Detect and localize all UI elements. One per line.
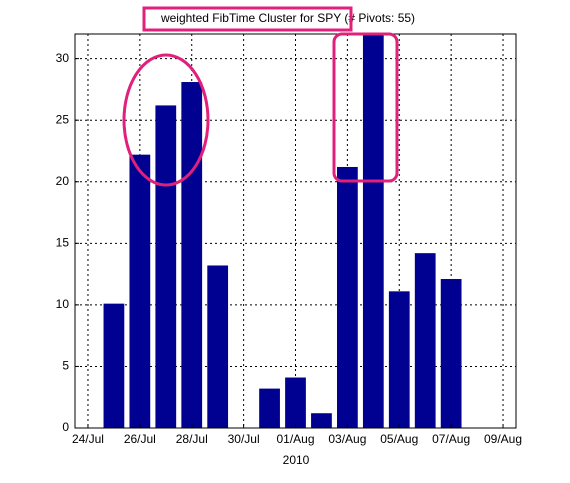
bar (259, 388, 280, 428)
bar (207, 265, 229, 428)
highlight-ellipse (122, 53, 210, 187)
x-tick-label: 07/Aug (432, 432, 470, 446)
x-tick-label: 24/Jul (72, 432, 104, 446)
y-tick-label: 20 (56, 174, 70, 188)
bar (362, 34, 384, 428)
x-tick-label: 01/Aug (276, 432, 314, 446)
x-tick-label: 28/Jul (176, 432, 208, 446)
highlight-box (142, 6, 353, 32)
y-tick-label: 25 (56, 112, 70, 126)
chart-title: weighted FibTime Cluster for SPY (# Pivo… (160, 11, 415, 25)
x-tick-label: 09/Aug (484, 432, 522, 446)
bar (181, 82, 203, 429)
y-tick-label: 5 (62, 359, 69, 373)
bar (129, 154, 151, 428)
x-tick-label: 05/Aug (380, 432, 418, 446)
x-tick-label: 30/Jul (228, 432, 260, 446)
y-tick-label: 0 (62, 420, 69, 434)
y-tick-label: 10 (56, 297, 70, 311)
bar (285, 377, 306, 428)
highlight-box (332, 32, 399, 183)
y-tick-label: 30 (56, 51, 70, 65)
bar (337, 166, 358, 428)
bar (103, 303, 125, 428)
x-tick-label: 03/Aug (328, 432, 366, 446)
bar (311, 413, 332, 428)
bar (388, 291, 410, 428)
x-axis-label: 2010 (283, 453, 310, 467)
bar (155, 105, 177, 428)
bar (440, 279, 462, 428)
bar (414, 253, 436, 428)
x-tick-label: 26/Jul (124, 432, 156, 446)
y-tick-label: 15 (56, 235, 70, 249)
